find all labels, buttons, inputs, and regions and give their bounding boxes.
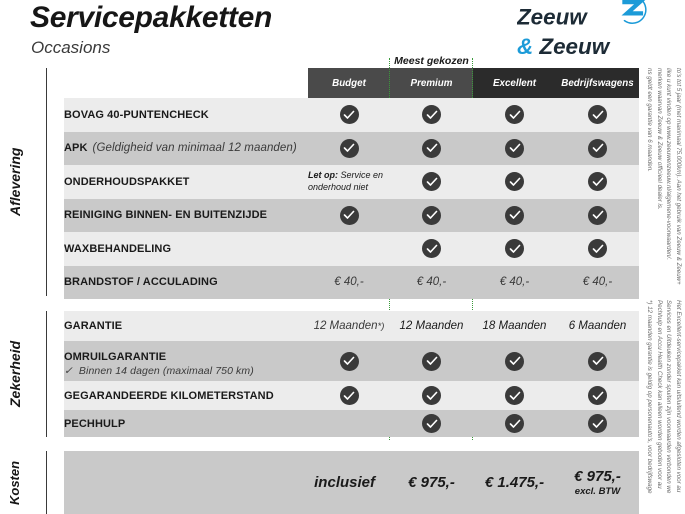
svg-text:Zeeuw: Zeeuw — [517, 5, 588, 30]
svg-text:& Zeeuw: & Zeeuw — [517, 34, 611, 59]
